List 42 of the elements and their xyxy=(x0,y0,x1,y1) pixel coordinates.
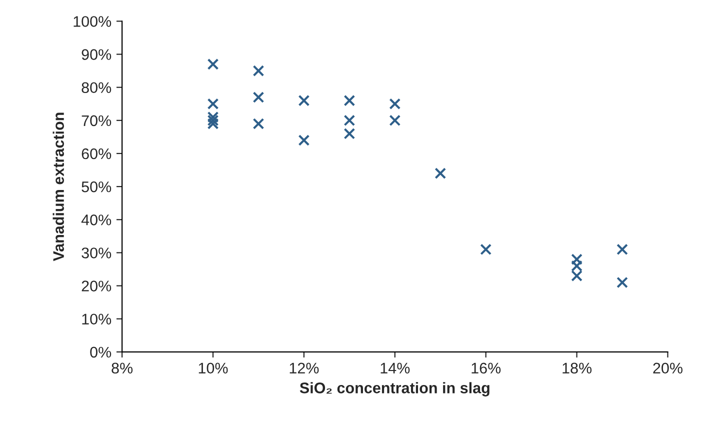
x-tick-label: 12% xyxy=(290,362,319,374)
y-tick-label: 90% xyxy=(82,49,112,60)
point xyxy=(344,94,356,106)
y-tick-label: 10% xyxy=(82,314,112,325)
point xyxy=(571,270,582,282)
point xyxy=(207,118,219,130)
x-tick-label: 8% xyxy=(112,362,133,374)
point xyxy=(571,260,582,272)
x-tick-label: 10% xyxy=(198,362,228,374)
x-tick-label: 14% xyxy=(380,362,410,374)
point xyxy=(207,58,219,70)
x-axis-title: SiO₂ concentration in slag xyxy=(300,382,490,396)
point xyxy=(389,98,401,110)
point xyxy=(344,114,356,126)
point xyxy=(616,244,628,256)
point xyxy=(252,92,264,103)
point xyxy=(207,114,219,126)
point xyxy=(389,114,401,126)
y-tick-label: 0% xyxy=(90,346,112,358)
y-tick-label: 100% xyxy=(74,16,112,27)
point xyxy=(252,118,264,130)
y-tick-label: 50% xyxy=(82,181,112,192)
point xyxy=(344,128,356,140)
y-tick-label: 30% xyxy=(82,248,112,258)
y-tick-label: 60% xyxy=(82,148,112,160)
point xyxy=(480,244,492,256)
y-axis-title: Vanadium extraction xyxy=(52,112,64,262)
y-tick-label: 40% xyxy=(81,214,112,226)
point xyxy=(298,134,310,146)
point xyxy=(434,168,446,180)
point xyxy=(207,111,219,123)
y-tick-label: 80% xyxy=(82,82,112,94)
x-tick-label: 18% xyxy=(562,362,592,374)
point xyxy=(252,65,264,77)
y-tick-label: 70% xyxy=(82,115,112,126)
point xyxy=(616,276,628,288)
point xyxy=(298,94,310,106)
x-tick-label: 16% xyxy=(472,362,501,374)
point xyxy=(207,98,219,110)
y-tick-label: 20% xyxy=(82,280,112,292)
point xyxy=(571,254,582,266)
x-tick-label: 20% xyxy=(653,362,682,374)
